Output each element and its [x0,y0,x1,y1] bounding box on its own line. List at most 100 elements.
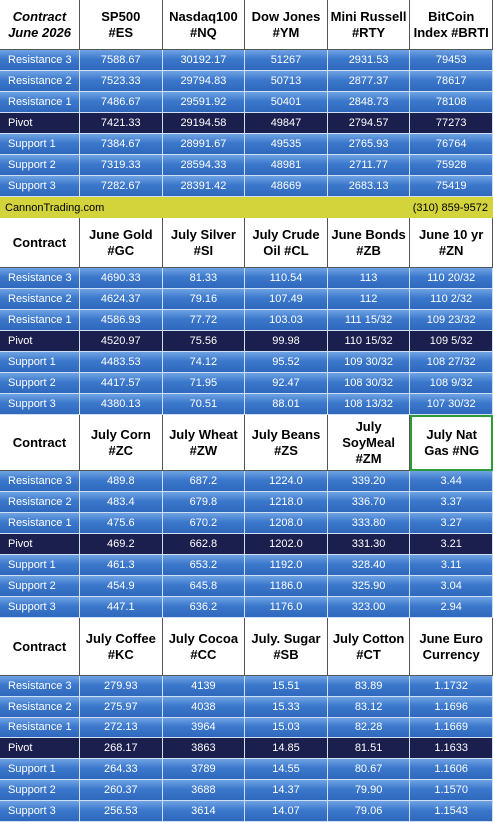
level-value: 469.2 [80,534,163,555]
contract-section: Contract July Corn #ZC July Wheat #ZW July … [0,415,493,618]
level-value: 7282.67 [80,176,163,197]
level-value: 14.85 [245,738,328,760]
level-value: 77.72 [162,310,246,331]
level-value: 1.1543 [410,800,493,822]
column-header: June 10 yr #ZN [410,218,493,268]
level-value: 109 23/32 [410,310,493,331]
level-value: 331.30 [327,534,411,555]
level-value: 107.49 [245,289,328,310]
level-value: 1192.0 [245,555,328,576]
level-value: 113 [327,268,411,289]
contract-section: Contract July Coffee #KC July Cocoa #CC Jul… [0,618,493,822]
level-value: 82.28 [327,717,411,739]
level-value: 74.12 [162,352,246,373]
row-label: Support 3 [0,800,80,822]
level-value: 75928 [410,155,493,176]
level-value: 323.00 [327,597,411,618]
level-value: 279.93 [80,676,163,697]
level-value: 687.2 [162,471,246,492]
level-value: 260.37 [80,779,163,801]
level-value: 109 30/32 [327,352,411,373]
row-label: Support 1 [0,555,80,576]
row-label: Resistance 1 [0,310,80,331]
level-value: 29794.83 [162,71,246,92]
level-value: 2794.57 [327,113,411,134]
column-header: July. Sugar #SB [245,618,328,676]
level-value: 4690.33 [80,268,163,289]
level-value: 1186.0 [245,576,328,597]
level-value: 3.37 [410,492,493,513]
level-value: 4624.37 [80,289,163,310]
level-value: 48669 [245,176,328,197]
row-label: Resistance 1 [0,717,80,739]
level-value: 3.21 [410,534,493,555]
row-label: Resistance 3 [0,471,80,492]
level-value: 2848.73 [327,92,411,113]
level-value: 29194.58 [162,113,246,134]
level-value: 645.8 [162,576,246,597]
level-value: 7384.67 [80,134,163,155]
level-value: 1224.0 [245,471,328,492]
level-value: 103.03 [245,310,328,331]
level-value: 3688 [162,779,246,801]
row-label: Support 3 [0,394,80,415]
column-header: SP500 #ES [80,0,163,50]
level-value: 79.16 [162,289,246,310]
level-value: 268.17 [80,738,163,760]
level-value: 79.90 [327,779,411,801]
level-value: 95.52 [245,352,328,373]
level-value: 325.90 [327,576,411,597]
level-value: 14.55 [245,759,328,780]
level-value: 15.51 [245,676,328,697]
level-value: 1.1696 [410,696,493,718]
level-value: 2711.77 [327,155,411,176]
level-value: 78617 [410,71,493,92]
level-value: 1176.0 [245,597,328,618]
column-header: Dow Jones #YM [245,0,328,50]
level-value: 1.1669 [410,717,493,739]
level-value: 1202.0 [245,534,328,555]
level-value: 461.3 [80,555,163,576]
level-value: 336.70 [327,492,411,513]
level-value: 4483.53 [80,352,163,373]
contact-banner: CannonTrading.com (310) 859-9572 [0,197,493,218]
level-value: 51267 [245,50,328,71]
level-value: 108 13/32 [327,394,411,415]
level-value: 75.56 [162,331,246,352]
level-value: 110 20/32 [410,268,493,289]
level-value: 110 15/32 [327,331,411,352]
level-value: 1.1606 [410,759,493,780]
level-value: 2683.13 [327,176,411,197]
level-value: 670.2 [162,513,246,534]
level-value: 3.04 [410,576,493,597]
level-value: 88.01 [245,394,328,415]
level-value: 15.03 [245,717,328,739]
level-value: 3.44 [410,471,493,492]
row-label: Pivot [0,331,80,352]
level-value: 81.51 [327,738,411,760]
row-label: Support 2 [0,155,80,176]
level-value: 77273 [410,113,493,134]
level-value: 49535 [245,134,328,155]
row-label: Support 1 [0,134,80,155]
website: CannonTrading.com [5,201,105,214]
level-value: 3.11 [410,555,493,576]
level-value: 7319.33 [80,155,163,176]
row-label: Support 2 [0,779,80,801]
level-value: 110 2/32 [410,289,493,310]
level-value: 99.98 [245,331,328,352]
level-value: 79453 [410,50,493,71]
level-value: 475.6 [80,513,163,534]
level-value: 4520.97 [80,331,163,352]
level-value: 14.37 [245,779,328,801]
contract-section: Contract June Gold #GC July Silver #SI July… [0,218,493,415]
level-value: 76764 [410,134,493,155]
row-label: Resistance 3 [0,50,80,71]
level-value: 30192.17 [162,50,246,71]
row-label: Resistance 3 [0,268,80,289]
column-header: July Nat Gas #NG [410,415,493,471]
level-value: 48981 [245,155,328,176]
level-value: 1218.0 [245,492,328,513]
level-value: 49847 [245,113,328,134]
level-value: 328.40 [327,555,411,576]
